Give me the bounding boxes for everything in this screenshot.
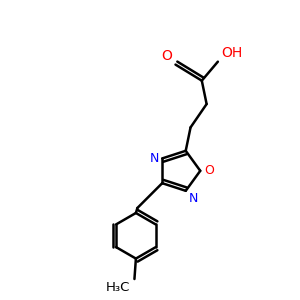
Text: O: O bbox=[204, 164, 214, 177]
Text: O: O bbox=[162, 49, 172, 63]
Text: N: N bbox=[189, 192, 198, 205]
Text: H₃C: H₃C bbox=[106, 281, 130, 294]
Text: N: N bbox=[149, 152, 159, 165]
Text: OH: OH bbox=[221, 46, 242, 60]
